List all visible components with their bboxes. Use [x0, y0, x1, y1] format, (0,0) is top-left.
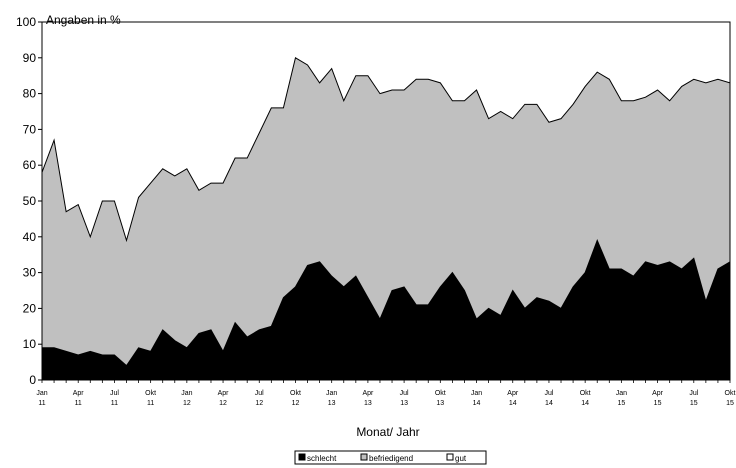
legend-item-befriedigend: befriedigend	[360, 453, 413, 463]
x-tick-year: 15	[617, 400, 625, 407]
plot-areas	[41, 21, 731, 381]
area-schlecht	[41, 239, 731, 381]
x-tick-month: Apr	[73, 390, 85, 397]
x-axis: Jan 11 Apr 11 Jul 11 Okt 11 Jan 12 Apr 12 Jul 12 Okt 12…	[36, 379, 736, 407]
x-tick-label: Jan 12	[181, 390, 192, 407]
x-tick-month: Jan	[616, 390, 627, 397]
x-tick-month: Jan	[471, 390, 482, 397]
x-tick-month: Apr	[507, 390, 519, 397]
x-tick-year: 12	[255, 400, 263, 407]
x-tick-label: Okt 14	[580, 390, 591, 407]
y-tick-label: 100	[16, 15, 36, 29]
x-tick-year: 11	[75, 400, 82, 407]
legend-swatch	[446, 453, 454, 461]
x-tick-month: Apr	[218, 390, 230, 397]
y-tick-label: 50	[23, 194, 37, 208]
x-tick-year: 12	[183, 400, 191, 407]
x-tick-label: Okt 11	[145, 390, 156, 407]
x-tick-month: Apr	[652, 390, 664, 397]
x-tick-month: Okt	[725, 390, 736, 397]
x-tick-year: 11	[38, 400, 45, 407]
x-tick-label: Jan 11	[36, 390, 47, 407]
x-axis-label: Monat/ Jahr	[356, 425, 419, 439]
y-axis: 0 10 20 30 40 50 60 70 80 90 100	[16, 15, 43, 387]
legend-item-gut: gut	[446, 453, 467, 463]
x-tick-month: Jul	[110, 390, 119, 397]
x-tick-month: Jul	[255, 390, 264, 397]
x-tick-label: Jan 15	[616, 390, 627, 407]
legend-box	[294, 450, 487, 465]
x-tick-label: Jul 13	[400, 390, 409, 407]
legend-label: schlecht	[307, 454, 337, 463]
legend-swatch	[298, 453, 306, 461]
area-befriedigend	[41, 57, 731, 381]
x-tick-year: 13	[400, 400, 408, 407]
x-tick-year: 15	[690, 400, 698, 407]
y-tick-label: 80	[23, 87, 37, 101]
x-tick-year: 12	[219, 400, 227, 407]
x-tick-month: Jan	[326, 390, 337, 397]
x-tick-year: 13	[328, 400, 336, 407]
x-tick-label: Okt 15	[725, 390, 736, 407]
x-tick-label: Jul 12	[255, 390, 264, 407]
x-tick-label: Apr 14	[507, 390, 519, 407]
y-tick-label: 10	[23, 337, 37, 351]
x-tick-month: Okt	[435, 390, 446, 397]
x-tick-year: 13	[364, 400, 372, 407]
x-tick-month: Jul	[544, 390, 553, 397]
x-tick-month: Apr	[362, 390, 374, 397]
x-tick-month: Okt	[580, 390, 591, 397]
x-tick-year: 13	[436, 400, 444, 407]
x-tick-month: Okt	[145, 390, 156, 397]
x-tick-label: Jan 13	[326, 390, 337, 407]
y-tick-label: 20	[23, 301, 37, 315]
y-tick-label: 90	[23, 51, 37, 65]
x-tick-year: 15	[726, 400, 734, 407]
x-tick-month: Jul	[400, 390, 409, 397]
legend-swatch	[360, 453, 368, 461]
x-tick-year: 14	[473, 400, 481, 407]
y-tick-label: 60	[23, 158, 37, 172]
x-tick-month: Jan	[36, 390, 47, 397]
legend: schlecht befriedigend gut	[294, 450, 487, 465]
x-tick-label: Apr 15	[652, 390, 664, 407]
x-tick-label: Apr 13	[362, 390, 374, 407]
y-tick-label: 30	[23, 266, 37, 280]
x-tick-label: Jul 15	[689, 390, 698, 407]
legend-label: befriedigend	[369, 454, 413, 463]
x-tick-year: 14	[545, 400, 553, 407]
y-tick-label: 70	[23, 122, 37, 136]
x-tick-label: Jan 14	[471, 390, 482, 407]
x-tick-year: 12	[292, 400, 300, 407]
x-tick-label: Jul 14	[544, 390, 553, 407]
x-tick-month: Jul	[689, 390, 698, 397]
legend-item-schlecht: schlecht	[298, 453, 337, 463]
x-tick-year: 11	[111, 400, 118, 407]
y-tick-label: 40	[23, 230, 37, 244]
x-tick-month: Okt	[290, 390, 301, 397]
x-tick-label: Okt 12	[290, 390, 301, 407]
x-tick-year: 11	[147, 400, 154, 407]
x-tick-year: 14	[509, 400, 517, 407]
y-tick-label: 0	[29, 373, 36, 387]
x-tick-label: Okt 13	[435, 390, 446, 407]
x-tick-label: Apr 12	[218, 390, 230, 407]
y-axis-label: Angaben in %	[46, 13, 121, 27]
x-tick-label: Apr 11	[73, 390, 85, 407]
x-tick-label: Jul 11	[110, 390, 119, 407]
x-tick-year: 15	[654, 400, 662, 407]
legend-label: gut	[455, 454, 467, 463]
x-tick-month: Jan	[181, 390, 192, 397]
x-tick-year: 14	[581, 400, 589, 407]
